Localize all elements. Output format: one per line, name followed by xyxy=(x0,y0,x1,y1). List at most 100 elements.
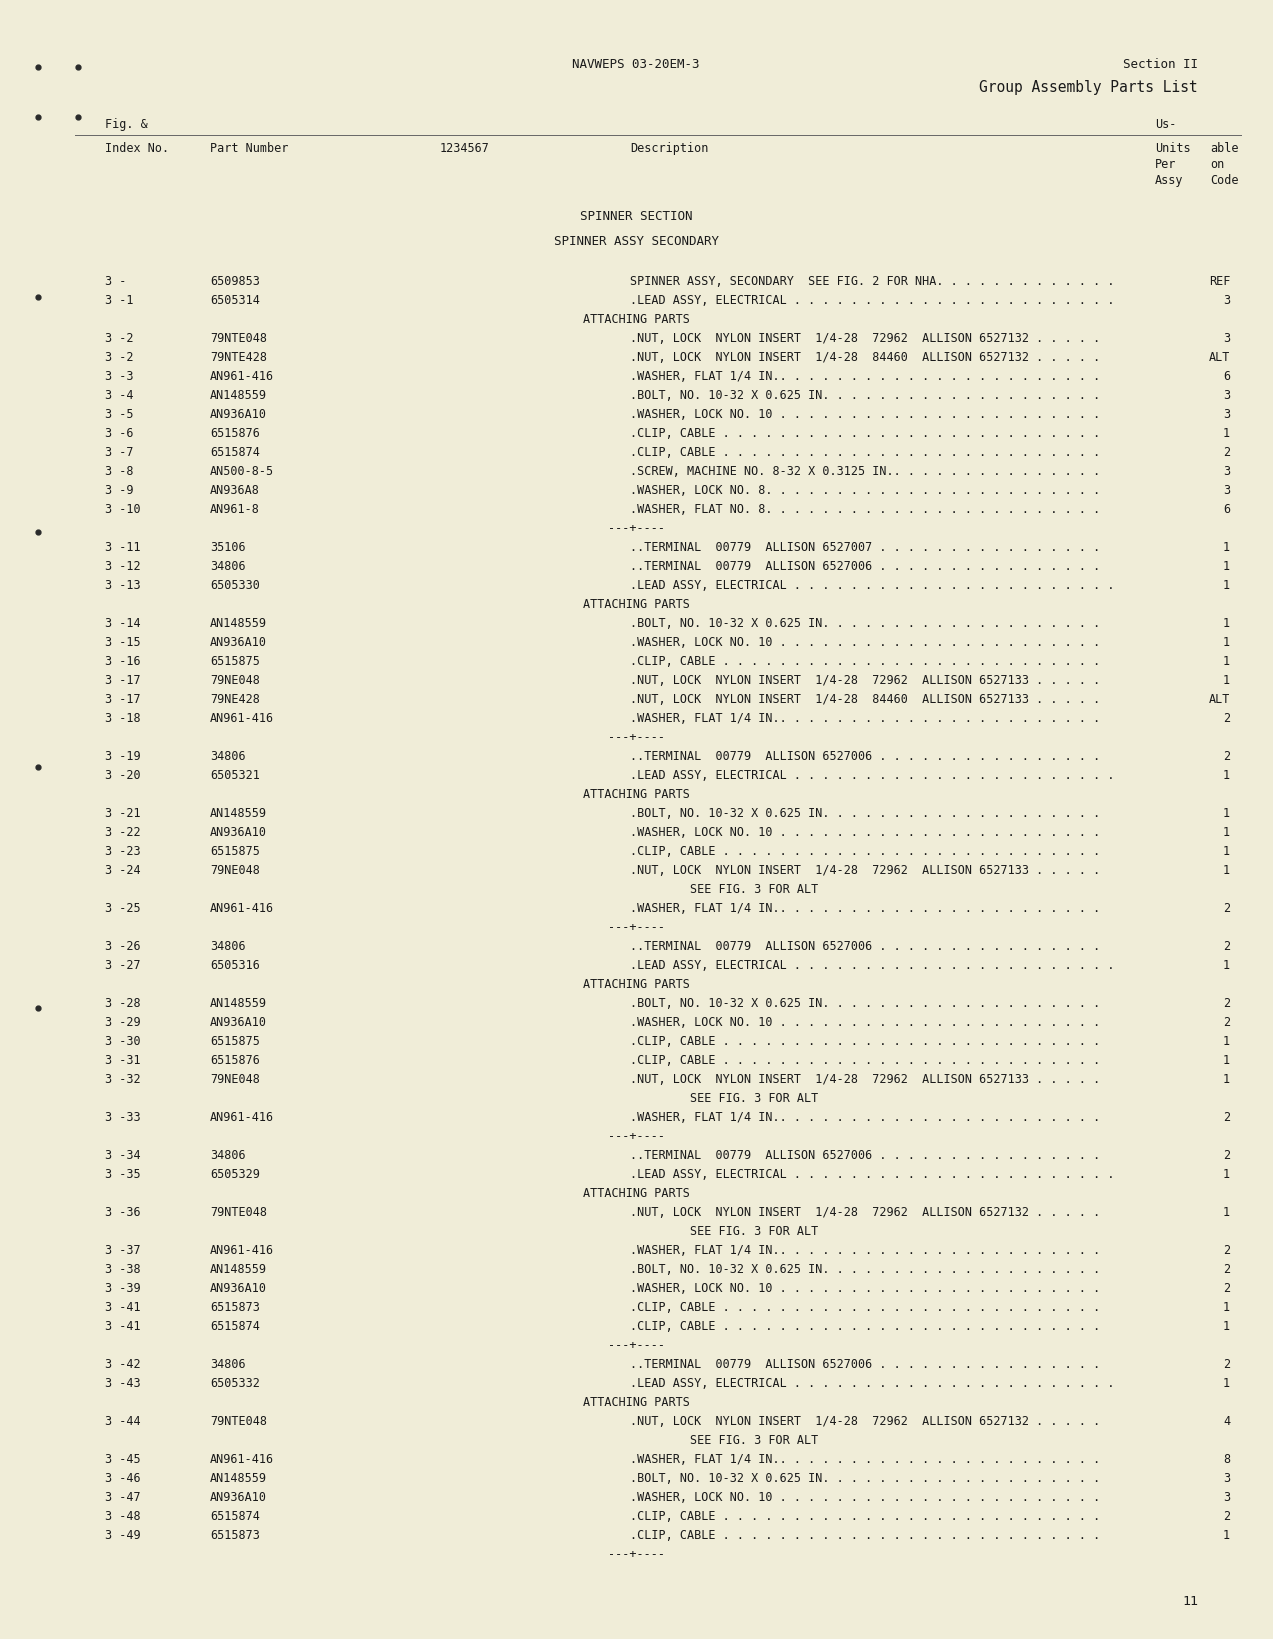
Text: .CLIP, CABLE . . . . . . . . . . . . . . . . . . . . . . . . . . .: .CLIP, CABLE . . . . . . . . . . . . . .… xyxy=(630,1319,1100,1333)
Text: .LEAD ASSY, ELECTRICAL . . . . . . . . . . . . . . . . . . . . . . .: .LEAD ASSY, ELECTRICAL . . . . . . . . .… xyxy=(630,769,1114,782)
Text: AN148559: AN148559 xyxy=(210,388,267,402)
Text: .NUT, LOCK  NYLON INSERT  1/4-28  72962  ALLISON 6527133 . . . . .: .NUT, LOCK NYLON INSERT 1/4-28 72962 ALL… xyxy=(630,864,1100,877)
Text: 3 -15: 3 -15 xyxy=(104,636,140,649)
Text: 6515876: 6515876 xyxy=(210,1054,260,1067)
Text: 34806: 34806 xyxy=(210,939,246,952)
Text: 3 -23: 3 -23 xyxy=(104,844,140,857)
Text: ATTACHING PARTS: ATTACHING PARTS xyxy=(583,313,690,326)
Text: 3 -17: 3 -17 xyxy=(104,674,140,687)
Text: 3 -7: 3 -7 xyxy=(104,446,134,459)
Text: 2: 2 xyxy=(1223,1282,1230,1295)
Text: .SCREW, MACHINE NO. 8-32 X 0.3125 IN.. . . . . . . . . . . . . . .: .SCREW, MACHINE NO. 8-32 X 0.3125 IN.. .… xyxy=(630,465,1100,477)
Text: 1: 1 xyxy=(1223,1528,1230,1541)
Text: 34806: 34806 xyxy=(210,1149,246,1162)
Text: Group Assembly Parts List: Group Assembly Parts List xyxy=(979,80,1198,95)
Text: .NUT, LOCK  NYLON INSERT  1/4-28  84460  ALLISON 6527132 . . . . .: .NUT, LOCK NYLON INSERT 1/4-28 84460 ALL… xyxy=(630,351,1100,364)
Text: 1: 1 xyxy=(1223,959,1230,972)
Text: 1: 1 xyxy=(1223,1300,1230,1313)
Text: AN936A10: AN936A10 xyxy=(210,408,267,421)
Text: 3: 3 xyxy=(1223,408,1230,421)
Text: 6505321: 6505321 xyxy=(210,769,260,782)
Text: AN961-416: AN961-416 xyxy=(210,370,274,384)
Text: .LEAD ASSY, ELECTRICAL . . . . . . . . . . . . . . . . . . . . . . .: .LEAD ASSY, ELECTRICAL . . . . . . . . .… xyxy=(630,1377,1114,1390)
Text: 3 -33: 3 -33 xyxy=(104,1110,140,1123)
Text: .CLIP, CABLE . . . . . . . . . . . . . . . . . . . . . . . . . . .: .CLIP, CABLE . . . . . . . . . . . . . .… xyxy=(630,1034,1100,1047)
Text: 11: 11 xyxy=(1183,1595,1198,1606)
Text: 79NE048: 79NE048 xyxy=(210,674,260,687)
Text: 3 -37: 3 -37 xyxy=(104,1244,140,1255)
Text: 3 -28: 3 -28 xyxy=(104,997,140,1010)
Text: 2: 2 xyxy=(1223,997,1230,1010)
Text: AN961-416: AN961-416 xyxy=(210,1110,274,1123)
Text: 3 -46: 3 -46 xyxy=(104,1472,140,1483)
Text: 1: 1 xyxy=(1223,864,1230,877)
Text: SEE FIG. 3 FOR ALT: SEE FIG. 3 FOR ALT xyxy=(690,882,819,895)
Text: SPINNER ASSY, SECONDARY  SEE FIG. 2 FOR NHA. . . . . . . . . . . . .: SPINNER ASSY, SECONDARY SEE FIG. 2 FOR N… xyxy=(630,275,1114,288)
Text: 3 -18: 3 -18 xyxy=(104,711,140,724)
Text: ALT: ALT xyxy=(1208,693,1230,705)
Text: SEE FIG. 3 FOR ALT: SEE FIG. 3 FOR ALT xyxy=(690,1224,819,1237)
Text: 3 -30: 3 -30 xyxy=(104,1034,140,1047)
Text: .NUT, LOCK  NYLON INSERT  1/4-28  84460  ALLISON 6527133 . . . . .: .NUT, LOCK NYLON INSERT 1/4-28 84460 ALL… xyxy=(630,693,1100,705)
Text: 3 -1: 3 -1 xyxy=(104,293,134,306)
Text: .WASHER, LOCK NO. 10 . . . . . . . . . . . . . . . . . . . . . . .: .WASHER, LOCK NO. 10 . . . . . . . . . .… xyxy=(630,1016,1100,1028)
Text: 2: 2 xyxy=(1223,749,1230,762)
Text: 3 -27: 3 -27 xyxy=(104,959,140,972)
Text: 79NTE048: 79NTE048 xyxy=(210,331,267,344)
Text: SEE FIG. 3 FOR ALT: SEE FIG. 3 FOR ALT xyxy=(690,1432,819,1446)
Text: 3 -31: 3 -31 xyxy=(104,1054,140,1067)
Text: .WASHER, FLAT 1/4 IN.. . . . . . . . . . . . . . . . . . . . . . .: .WASHER, FLAT 1/4 IN.. . . . . . . . . .… xyxy=(630,711,1100,724)
Text: 3: 3 xyxy=(1223,484,1230,497)
Text: 3 -24: 3 -24 xyxy=(104,864,140,877)
Text: 2: 2 xyxy=(1223,1149,1230,1162)
Text: 1: 1 xyxy=(1223,616,1230,629)
Text: ..TERMINAL  00779  ALLISON 6527006 . . . . . . . . . . . . . . . .: ..TERMINAL 00779 ALLISON 6527006 . . . .… xyxy=(630,1149,1100,1162)
Text: AN148559: AN148559 xyxy=(210,1472,267,1483)
Text: 6: 6 xyxy=(1223,503,1230,516)
Text: 3 -32: 3 -32 xyxy=(104,1072,140,1085)
Text: ATTACHING PARTS: ATTACHING PARTS xyxy=(583,598,690,611)
Text: 3 -19: 3 -19 xyxy=(104,749,140,762)
Text: Description: Description xyxy=(630,143,708,156)
Text: 3 -10: 3 -10 xyxy=(104,503,140,516)
Text: ..TERMINAL  00779  ALLISON 6527006 . . . . . . . . . . . . . . . .: ..TERMINAL 00779 ALLISON 6527006 . . . .… xyxy=(630,939,1100,952)
Text: ---+----: ---+---- xyxy=(607,521,665,534)
Text: .WASHER, LOCK NO. 10 . . . . . . . . . . . . . . . . . . . . . . .: .WASHER, LOCK NO. 10 . . . . . . . . . .… xyxy=(630,636,1100,649)
Text: 3 -16: 3 -16 xyxy=(104,654,140,667)
Text: ATTACHING PARTS: ATTACHING PARTS xyxy=(583,1395,690,1408)
Text: 3 -34: 3 -34 xyxy=(104,1149,140,1162)
Text: Us-: Us- xyxy=(1155,118,1176,131)
Text: .NUT, LOCK  NYLON INSERT  1/4-28  72962  ALLISON 6527133 . . . . .: .NUT, LOCK NYLON INSERT 1/4-28 72962 ALL… xyxy=(630,1072,1100,1085)
Text: 3: 3 xyxy=(1223,465,1230,477)
Text: .WASHER, LOCK NO. 10 . . . . . . . . . . . . . . . . . . . . . . .: .WASHER, LOCK NO. 10 . . . . . . . . . .… xyxy=(630,1282,1100,1295)
Text: 2: 2 xyxy=(1223,1357,1230,1370)
Text: 2: 2 xyxy=(1223,901,1230,915)
Text: 3 -11: 3 -11 xyxy=(104,541,140,554)
Text: .WASHER, LOCK NO. 10 . . . . . . . . . . . . . . . . . . . . . . .: .WASHER, LOCK NO. 10 . . . . . . . . . .… xyxy=(630,826,1100,839)
Text: Units: Units xyxy=(1155,143,1190,156)
Text: 3: 3 xyxy=(1223,1490,1230,1503)
Text: Code: Code xyxy=(1211,174,1239,187)
Text: 1: 1 xyxy=(1223,654,1230,667)
Text: 4: 4 xyxy=(1223,1414,1230,1428)
Text: .CLIP, CABLE . . . . . . . . . . . . . . . . . . . . . . . . . . .: .CLIP, CABLE . . . . . . . . . . . . . .… xyxy=(630,1300,1100,1313)
Text: .LEAD ASSY, ELECTRICAL . . . . . . . . . . . . . . . . . . . . . . .: .LEAD ASSY, ELECTRICAL . . . . . . . . .… xyxy=(630,959,1114,972)
Text: AN148559: AN148559 xyxy=(210,616,267,629)
Text: 6515873: 6515873 xyxy=(210,1528,260,1541)
Text: 6515874: 6515874 xyxy=(210,446,260,459)
Text: ..TERMINAL  00779  ALLISON 6527006 . . . . . . . . . . . . . . . .: ..TERMINAL 00779 ALLISON 6527006 . . . .… xyxy=(630,559,1100,572)
Text: 6505316: 6505316 xyxy=(210,959,260,972)
Text: 3 -42: 3 -42 xyxy=(104,1357,140,1370)
Text: 1: 1 xyxy=(1223,579,1230,592)
Text: 3 -3: 3 -3 xyxy=(104,370,134,384)
Text: 3 -25: 3 -25 xyxy=(104,901,140,915)
Text: 1: 1 xyxy=(1223,1054,1230,1067)
Text: .LEAD ASSY, ELECTRICAL . . . . . . . . . . . . . . . . . . . . . . .: .LEAD ASSY, ELECTRICAL . . . . . . . . .… xyxy=(630,579,1114,592)
Text: .NUT, LOCK  NYLON INSERT  1/4-28  72962  ALLISON 6527132 . . . . .: .NUT, LOCK NYLON INSERT 1/4-28 72962 ALL… xyxy=(630,331,1100,344)
Text: ---+----: ---+---- xyxy=(607,1337,665,1351)
Text: 3 -45: 3 -45 xyxy=(104,1452,140,1465)
Text: 34806: 34806 xyxy=(210,1357,246,1370)
Text: 3 -43: 3 -43 xyxy=(104,1377,140,1390)
Text: 2: 2 xyxy=(1223,1244,1230,1255)
Text: .WASHER, LOCK NO. 8. . . . . . . . . . . . . . . . . . . . . . . .: .WASHER, LOCK NO. 8. . . . . . . . . . .… xyxy=(630,484,1100,497)
